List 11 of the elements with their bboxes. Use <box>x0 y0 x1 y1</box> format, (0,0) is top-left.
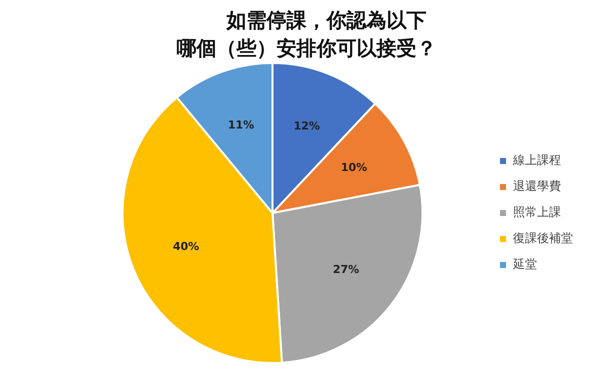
data-label: 11% <box>228 118 254 132</box>
data-label: 27% <box>332 262 360 276</box>
data-label: 10% <box>340 161 368 174</box>
data-label: 12% <box>294 119 320 132</box>
legend-label: 延堂 <box>512 257 537 272</box>
data-label: 40% <box>172 240 200 254</box>
legend-label: 復課後補堂 <box>513 231 573 246</box>
chart-title: 如需停課，你認為以下哪個（些）安排你可以接受？ <box>176 7 436 62</box>
legend-label: 退還學費 <box>513 179 561 194</box>
legend-label: 線上課程 <box>512 153 561 168</box>
legend-label: 照常上課 <box>513 205 561 220</box>
